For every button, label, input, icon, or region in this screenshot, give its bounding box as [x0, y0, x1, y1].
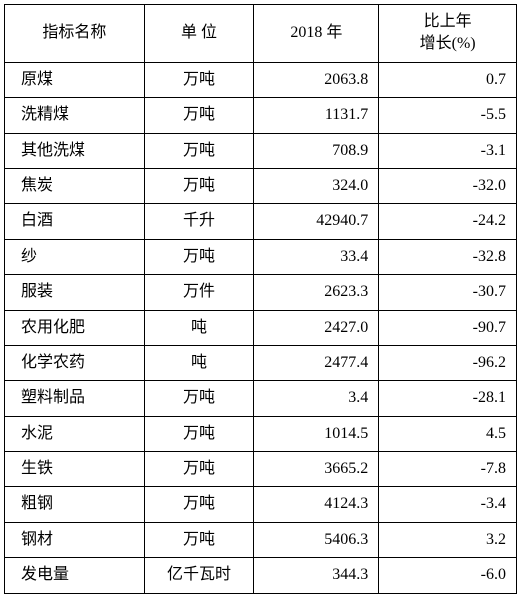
- table-row: 生铁万吨3665.2-7.8: [5, 452, 517, 487]
- cell-unit: 万吨: [144, 239, 254, 274]
- cell-year: 3.4: [254, 381, 379, 416]
- table-row: 农用化肥吨2427.0-90.7: [5, 310, 517, 345]
- header-name: 指标名称: [5, 5, 145, 63]
- cell-name: 洗精煤: [5, 98, 145, 133]
- cell-name: 白酒: [5, 204, 145, 239]
- cell-unit: 吨: [144, 310, 254, 345]
- header-unit: 单 位: [144, 5, 254, 63]
- cell-year: 2427.0: [254, 310, 379, 345]
- cell-unit: 万吨: [144, 98, 254, 133]
- cell-unit: 万吨: [144, 452, 254, 487]
- table-row: 白酒千升42940.7-24.2: [5, 204, 517, 239]
- cell-name: 服装: [5, 275, 145, 310]
- header-growth: 比上年 增长(%): [379, 5, 517, 63]
- cell-unit: 吨: [144, 345, 254, 380]
- table-row: 洗精煤万吨1131.7-5.5: [5, 98, 517, 133]
- cell-year: 1131.7: [254, 98, 379, 133]
- cell-unit: 千升: [144, 204, 254, 239]
- header-year: 2018 年: [254, 5, 379, 63]
- cell-year: 708.9: [254, 133, 379, 168]
- cell-name: 农用化肥: [5, 310, 145, 345]
- cell-year: 42940.7: [254, 204, 379, 239]
- cell-growth: 4.5: [379, 416, 517, 451]
- cell-growth: -3.4: [379, 487, 517, 522]
- cell-name: 钢材: [5, 522, 145, 557]
- cell-year: 324.0: [254, 168, 379, 203]
- cell-year: 2063.8: [254, 62, 379, 97]
- cell-growth: -90.7: [379, 310, 517, 345]
- cell-year: 1014.5: [254, 416, 379, 451]
- cell-name: 焦炭: [5, 168, 145, 203]
- cell-growth: -24.2: [379, 204, 517, 239]
- cell-growth: -3.1: [379, 133, 517, 168]
- data-table: 指标名称 单 位 2018 年 比上年 增长(%) 原煤万吨2063.80.7洗…: [4, 4, 517, 594]
- cell-unit: 万吨: [144, 487, 254, 522]
- cell-name: 粗钢: [5, 487, 145, 522]
- table-row: 焦炭万吨324.0-32.0: [5, 168, 517, 203]
- cell-unit: 万吨: [144, 168, 254, 203]
- cell-name: 原煤: [5, 62, 145, 97]
- cell-unit: 万吨: [144, 381, 254, 416]
- table-row: 塑料制品万吨3.4-28.1: [5, 381, 517, 416]
- cell-growth: -32.8: [379, 239, 517, 274]
- cell-growth: 3.2: [379, 522, 517, 557]
- cell-year: 3665.2: [254, 452, 379, 487]
- cell-name: 塑料制品: [5, 381, 145, 416]
- cell-year: 4124.3: [254, 487, 379, 522]
- cell-growth: -6.0: [379, 558, 517, 593]
- table-row: 纱万吨33.4-32.8: [5, 239, 517, 274]
- cell-growth: -32.0: [379, 168, 517, 203]
- cell-unit: 万吨: [144, 133, 254, 168]
- cell-growth: -7.8: [379, 452, 517, 487]
- cell-unit: 万吨: [144, 522, 254, 557]
- cell-unit: 万吨: [144, 416, 254, 451]
- cell-growth: -5.5: [379, 98, 517, 133]
- table-row: 发电量亿千瓦时344.3-6.0: [5, 558, 517, 593]
- cell-year: 2623.3: [254, 275, 379, 310]
- header-growth-line1: 比上年: [424, 13, 472, 30]
- cell-growth: -30.7: [379, 275, 517, 310]
- cell-growth: 0.7: [379, 62, 517, 97]
- header-growth-line2: 增长(%): [420, 35, 476, 52]
- cell-name: 化学农药: [5, 345, 145, 380]
- cell-name: 纱: [5, 239, 145, 274]
- table-row: 其他洗煤万吨708.9-3.1: [5, 133, 517, 168]
- cell-name: 发电量: [5, 558, 145, 593]
- cell-year: 5406.3: [254, 522, 379, 557]
- cell-growth: -96.2: [379, 345, 517, 380]
- table-row: 原煤万吨2063.80.7: [5, 62, 517, 97]
- table-row: 水泥万吨1014.54.5: [5, 416, 517, 451]
- cell-name: 生铁: [5, 452, 145, 487]
- cell-growth: -28.1: [379, 381, 517, 416]
- cell-unit: 亿千瓦时: [144, 558, 254, 593]
- header-row: 指标名称 单 位 2018 年 比上年 增长(%): [5, 5, 517, 63]
- cell-unit: 万吨: [144, 62, 254, 97]
- cell-name: 水泥: [5, 416, 145, 451]
- cell-year: 2477.4: [254, 345, 379, 380]
- table-row: 化学农药吨2477.4-96.2: [5, 345, 517, 380]
- table-body: 原煤万吨2063.80.7洗精煤万吨1131.7-5.5其他洗煤万吨708.9-…: [5, 62, 517, 593]
- cell-year: 33.4: [254, 239, 379, 274]
- table-row: 钢材万吨5406.33.2: [5, 522, 517, 557]
- table-row: 粗钢万吨4124.3-3.4: [5, 487, 517, 522]
- cell-name: 其他洗煤: [5, 133, 145, 168]
- cell-unit: 万件: [144, 275, 254, 310]
- cell-year: 344.3: [254, 558, 379, 593]
- table-row: 服装万件2623.3-30.7: [5, 275, 517, 310]
